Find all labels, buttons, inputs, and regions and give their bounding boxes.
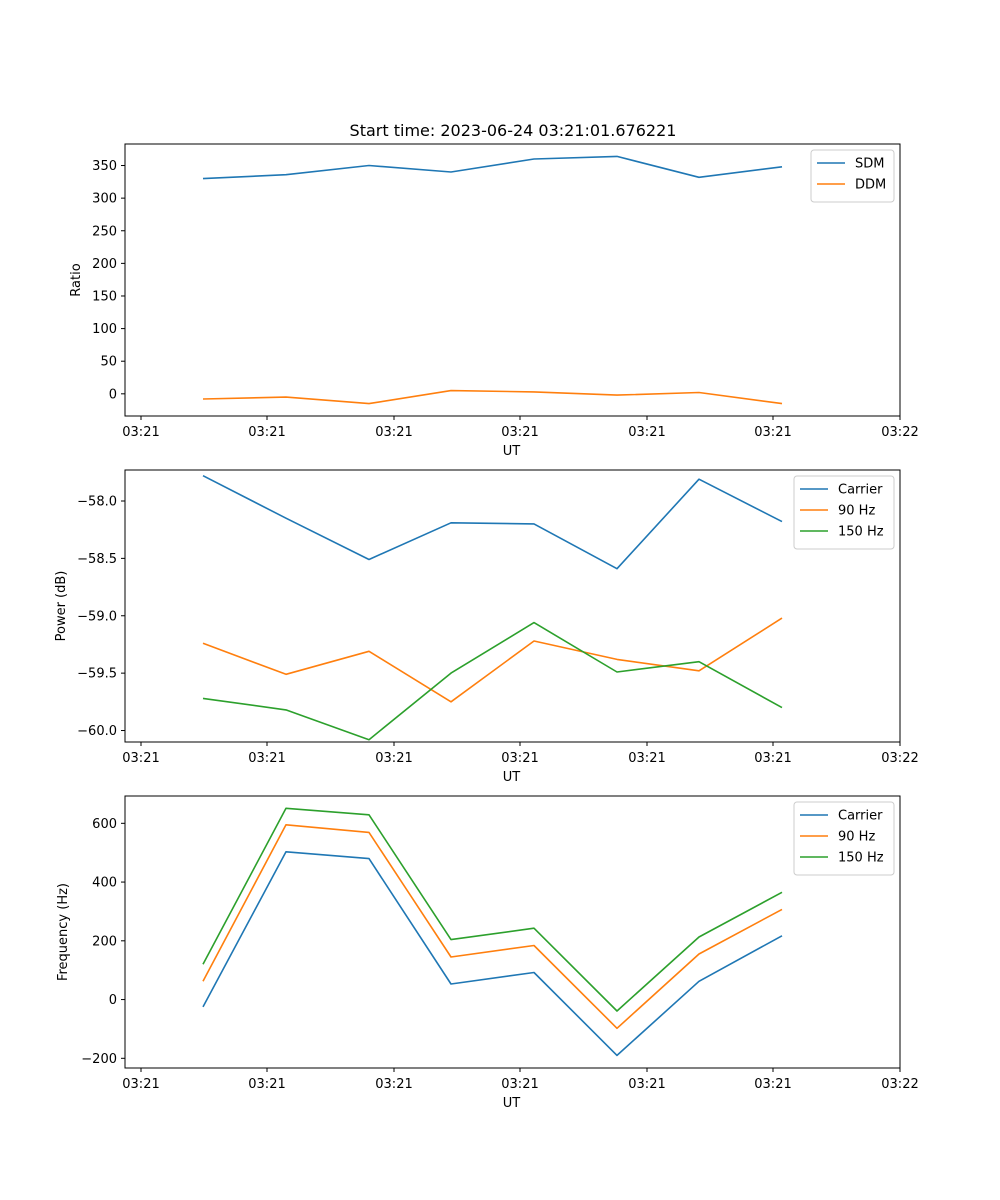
- legend-label: SDM: [855, 157, 884, 172]
- y-tick-label: −58.5: [77, 552, 117, 567]
- y-tick-label: 200: [92, 257, 117, 272]
- subplot-1: 03:21 03:21 03:21 03:21 03:21 03:21 03:22 0 50 10…: [69, 143, 919, 459]
- x-tick-label: 03:22: [881, 751, 918, 766]
- y-tick-label: 100: [92, 322, 117, 337]
- legend-label: 150 Hz: [838, 525, 884, 540]
- y-tick-label: −58.0: [77, 494, 117, 509]
- x-tick-label: 03:22: [881, 1077, 918, 1092]
- y-axis-label: Power (dB): [54, 571, 69, 642]
- chart-title: Start time: 2023-06-24 03:21:01.676221: [350, 121, 677, 140]
- legend-label: 90 Hz: [838, 504, 875, 519]
- legend-label: Carrier: [838, 809, 883, 824]
- y-axis-label: Ratio: [69, 263, 84, 296]
- x-tick-label: 03:22: [881, 425, 918, 440]
- x-tick-label: 03:21: [375, 425, 412, 440]
- x-tick-label: 03:21: [248, 425, 285, 440]
- y-axis-label: Frequency (Hz): [56, 883, 71, 981]
- x-tick-label: 03:21: [754, 751, 791, 766]
- series-line-carrier: [202, 474, 783, 570]
- x-tick-label: 03:21: [375, 751, 412, 766]
- x-tick-label: 03:21: [122, 751, 159, 766]
- axes-frame: [124, 143, 901, 417]
- x-tick-label: 03:21: [501, 751, 538, 766]
- y-tick-label: −200: [81, 1052, 117, 1067]
- x-tick-label: 03:21: [122, 425, 159, 440]
- series-line-carrier: [202, 850, 783, 1057]
- series-line-150-hz: [202, 621, 783, 741]
- x-axis-label: UT: [503, 444, 521, 459]
- y-tick-label: −59.0: [77, 609, 117, 624]
- y-tick-label: 0: [109, 993, 117, 1008]
- x-tick-label: 03:21: [628, 751, 665, 766]
- y-tick-label: 0: [109, 387, 117, 402]
- y-tick-label: −60.0: [77, 724, 117, 739]
- series-line-90-hz: [202, 823, 783, 1030]
- y-tick-label: 400: [92, 876, 117, 891]
- series-line-ddm: [202, 389, 783, 405]
- y-tick-label: 350: [92, 159, 117, 174]
- series-line-90-hz: [202, 617, 783, 703]
- x-tick-label: 03:21: [628, 1077, 665, 1092]
- y-tick-label: 600: [92, 817, 117, 832]
- axes-frame: [124, 795, 901, 1069]
- axes-frame: [124, 469, 901, 743]
- x-tick-label: 03:21: [501, 425, 538, 440]
- x-tick-label: 03:21: [754, 425, 791, 440]
- legend: Carrier 90 Hz 150 Hz: [793, 801, 895, 876]
- legend-label: Carrier: [838, 483, 883, 498]
- y-tick-label: 200: [92, 934, 117, 949]
- x-tick-label: 03:21: [122, 1077, 159, 1092]
- legend: Carrier 90 Hz 150 Hz: [793, 475, 895, 550]
- y-tick-label: 250: [92, 224, 117, 239]
- legend-label: 150 Hz: [838, 851, 884, 866]
- series-line-150-hz: [202, 807, 783, 1012]
- legend-label: DDM: [855, 178, 886, 193]
- x-tick-label: 03:21: [375, 1077, 412, 1092]
- y-tick-label: 150: [92, 289, 117, 304]
- legend: SDM DDM: [810, 149, 895, 203]
- subplot-3: 03:21 03:21 03:21 03:21 03:21 03:21 03:22 −200 0…: [56, 795, 919, 1111]
- y-tick-label: −59.5: [77, 667, 117, 682]
- series-line-sdm: [202, 155, 783, 180]
- legend-label: 90 Hz: [838, 830, 875, 845]
- x-tick-label: 03:21: [248, 1077, 285, 1092]
- x-tick-label: 03:21: [501, 1077, 538, 1092]
- subplot-2: 03:21 03:21 03:21 03:21 03:21 03:21 03:22 −58.0…: [54, 469, 919, 785]
- y-tick-label: 50: [100, 355, 117, 370]
- x-tick-label: 03:21: [754, 1077, 791, 1092]
- x-tick-label: 03:21: [248, 751, 285, 766]
- subplots: 03:21 03:21 03:21 03:21 03:21 03:21 03:22 0 50 10…: [54, 143, 919, 1111]
- x-axis-label: UT: [503, 770, 521, 785]
- x-tick-label: 03:21: [628, 425, 665, 440]
- y-tick-label: 300: [92, 192, 117, 207]
- x-axis-label: UT: [503, 1096, 521, 1111]
